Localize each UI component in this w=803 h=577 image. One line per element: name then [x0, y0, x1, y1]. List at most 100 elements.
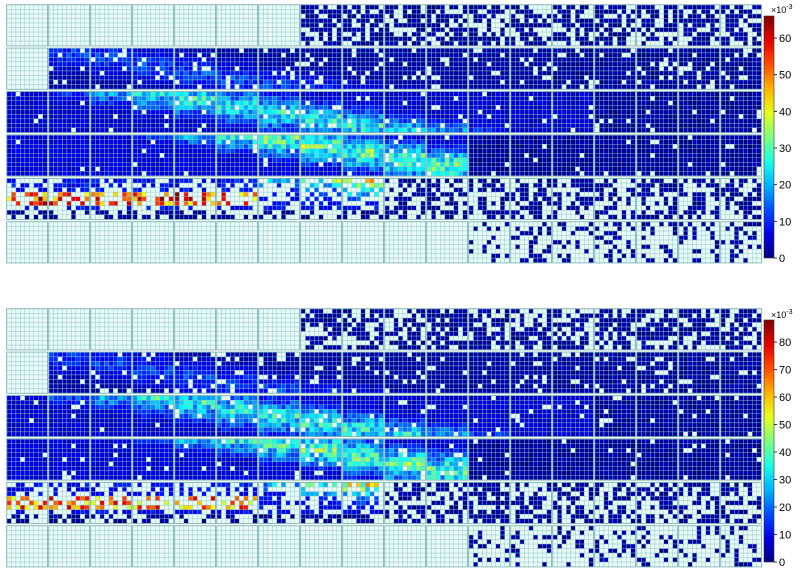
heatmap-cell — [71, 166, 77, 172]
heatmap-cell — [95, 57, 101, 63]
heatmap-cell — [276, 40, 282, 46]
heatmap-cell — [384, 40, 390, 46]
heatmap-cell — [504, 84, 510, 90]
heatmap-cell — [239, 22, 245, 28]
heatmap-cell — [314, 13, 320, 19]
heatmap-cell — [42, 118, 48, 124]
heatmap-cell — [318, 57, 324, 63]
heatmap-cell — [486, 118, 492, 124]
heatmap-cell — [183, 18, 189, 24]
heatmap-cell — [458, 22, 463, 28]
heatmap-cell — [588, 40, 594, 46]
heatmap-cell — [612, 48, 618, 54]
heatmap-cell — [168, 66, 174, 72]
heatmap-cell — [90, 36, 96, 42]
heatmap-cell — [57, 75, 63, 81]
heatmap-cell — [95, 52, 101, 58]
heatmap-cell — [276, 61, 282, 67]
heatmap-cell — [393, 127, 399, 133]
heatmap-cell — [347, 66, 353, 72]
heatmap-cell — [276, 79, 282, 85]
heatmap-cell — [374, 36, 379, 42]
heatmap-cell — [411, 18, 417, 24]
heatmap-cell — [285, 31, 291, 37]
heatmap-cell — [104, 139, 110, 145]
heatmap-cell — [603, 9, 609, 15]
heatmap-cell — [150, 171, 156, 176]
heatmap-cell — [579, 84, 585, 90]
heatmap-cell — [174, 4, 180, 10]
heatmap-cell — [528, 4, 534, 10]
heatmap-cell — [305, 91, 311, 97]
heatmap-cell — [33, 79, 39, 85]
heatmap-cell — [314, 57, 320, 63]
heatmap-cell — [683, 127, 689, 133]
heatmap-cell — [38, 9, 43, 15]
heatmap-cell — [486, 57, 492, 63]
heatmap-cell — [234, 105, 240, 111]
heatmap-cell — [95, 79, 101, 85]
heatmap-cell — [384, 22, 390, 28]
heatmap-cell — [71, 22, 77, 28]
heatmap-cell — [248, 153, 253, 158]
heatmap-cell — [389, 105, 395, 111]
heatmap-cell — [579, 18, 585, 24]
heatmap-cell — [243, 13, 249, 19]
heatmap-cell — [90, 22, 96, 28]
heatmap-cell — [500, 91, 505, 97]
heatmap-cell — [411, 79, 417, 85]
heatmap-cell — [575, 109, 581, 115]
heatmap-cell — [384, 61, 390, 67]
heatmap-cell — [477, 40, 483, 46]
heatmap-cell — [179, 57, 185, 63]
heatmap-cell — [104, 66, 110, 72]
heatmap-cell — [122, 123, 127, 129]
heatmap-cell — [15, 139, 21, 145]
heatmap-cell — [117, 27, 123, 33]
heatmap-cell — [281, 27, 286, 33]
heatmap-cell — [188, 157, 194, 163]
heatmap-cell — [15, 127, 21, 133]
heatmap-cell — [150, 9, 156, 15]
heatmap-cell — [42, 52, 48, 58]
heatmap-cell — [672, 9, 678, 15]
heatmap-cell — [15, 123, 21, 129]
heatmap-cell — [327, 118, 333, 124]
heatmap-cell — [663, 109, 669, 115]
heatmap-cell — [672, 22, 678, 28]
heatmap-cell — [234, 84, 240, 90]
heatmap-cell — [104, 127, 110, 133]
heatmap-cell — [99, 48, 105, 54]
heatmap-cell — [482, 57, 488, 63]
heatmap-cell — [183, 40, 189, 46]
heatmap-cell — [230, 13, 236, 19]
heatmap-cell — [537, 127, 543, 133]
heatmap-cell — [584, 100, 589, 106]
heatmap-cell — [221, 127, 227, 133]
heatmap-cell — [608, 48, 614, 54]
heatmap-cell — [29, 4, 34, 10]
heatmap-cell — [546, 100, 552, 106]
heatmap-cell — [272, 105, 278, 111]
heatmap-cell — [164, 52, 169, 58]
heatmap-cell — [53, 40, 59, 46]
heatmap-cell — [258, 66, 264, 72]
heatmap-cell — [537, 22, 543, 28]
heatmap-cell — [272, 40, 278, 46]
heatmap-cell — [473, 91, 479, 97]
heatmap-cell — [290, 31, 295, 37]
heatmap-cell — [48, 109, 54, 115]
heatmap-cell — [369, 127, 375, 133]
heatmap-cell — [20, 118, 26, 124]
heatmap-cell — [234, 52, 240, 58]
heatmap-cell — [617, 13, 623, 19]
heatmap-cell — [90, 31, 96, 37]
heatmap-cell — [351, 18, 357, 24]
heatmap-cell — [285, 75, 291, 81]
heatmap-cell — [216, 162, 222, 167]
heatmap-cell — [164, 75, 169, 81]
heatmap-cell — [500, 4, 505, 10]
heatmap-cell — [752, 48, 757, 54]
heatmap-cell — [683, 4, 689, 10]
heatmap-cell — [672, 127, 678, 133]
